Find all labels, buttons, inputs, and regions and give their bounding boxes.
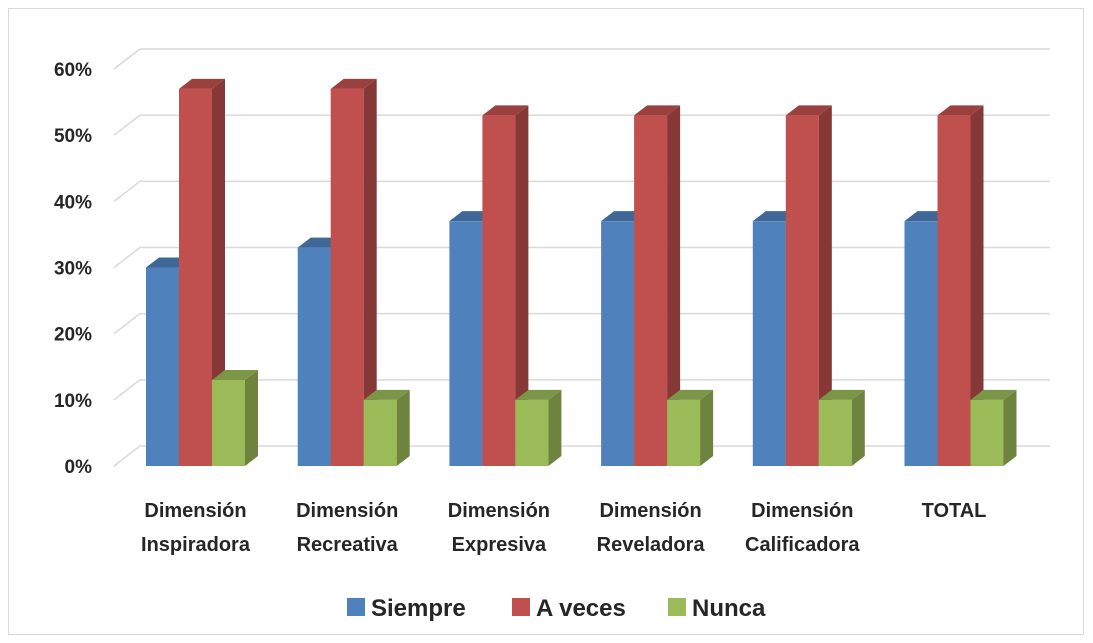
- x-tick-label: Reveladora: [597, 534, 706, 556]
- gridlines: [113, 48, 1050, 467]
- y-tick-label: 30%: [54, 259, 92, 280]
- bar-side-face: [851, 389, 865, 466]
- bar-front-face: [601, 221, 635, 466]
- bar-front-face: [212, 379, 245, 466]
- x-tick-label: Inspiradora: [141, 534, 251, 556]
- bar-top-face: [937, 105, 984, 116]
- bar-side-face: [1003, 389, 1017, 466]
- bar-front-face: [330, 88, 364, 466]
- bar-side-face: [700, 389, 714, 466]
- bar-front-face: [363, 399, 397, 466]
- bar-side-face: [245, 369, 258, 466]
- legend-label: A veces: [536, 595, 626, 622]
- x-tick-label: Dimensión: [751, 500, 853, 522]
- bar-top-face: [482, 105, 529, 116]
- bar: [937, 105, 984, 467]
- bar-front-face: [667, 399, 701, 466]
- bar-side-face: [396, 389, 410, 466]
- bar-front-face: [752, 221, 786, 466]
- bar-top-face: [818, 389, 865, 400]
- bar: [634, 105, 681, 467]
- bar: [482, 105, 529, 467]
- bar-top-face: [515, 389, 562, 400]
- legend-item: Nunca: [668, 595, 766, 622]
- y-tick-label: 50%: [54, 126, 92, 147]
- bar-side-face: [818, 105, 832, 467]
- legend-swatch: [668, 598, 686, 616]
- x-tick-label: TOTAL: [922, 500, 987, 522]
- bar-front-face: [146, 267, 179, 466]
- x-axis: Dimensión Inspiradora Dimensión Recreativa D…: [141, 500, 986, 556]
- legend-swatch: [512, 598, 530, 616]
- y-axis: 0% 10% 20% 30% 40% 50% 60%: [54, 60, 92, 478]
- bar-front-face: [785, 115, 819, 467]
- bar-top-face: [330, 78, 377, 89]
- x-tick-label: Dimensión: [144, 500, 246, 522]
- bar-front-face: [937, 115, 971, 467]
- y-tick-label: 10%: [54, 391, 92, 412]
- bars: [146, 78, 1017, 467]
- bar-top-face: [970, 389, 1017, 400]
- bar-top-face: [363, 389, 410, 400]
- gridline: [113, 312, 1050, 335]
- bar-side-face: [515, 105, 529, 467]
- gridline: [113, 114, 1050, 136]
- bar: [818, 389, 865, 466]
- bar-front-face: [179, 88, 212, 466]
- bar-top-face: [667, 389, 714, 400]
- y-tick-label: 40%: [54, 192, 92, 213]
- bar-front-face: [970, 399, 1004, 466]
- bar-front-face: [818, 399, 852, 466]
- bar: [330, 78, 377, 466]
- bar-front-face: [634, 115, 668, 467]
- bar-front-face: [297, 247, 331, 466]
- x-tick-label: Dimensión: [296, 500, 398, 522]
- bar-side-face: [363, 78, 377, 466]
- gridline: [113, 445, 1050, 467]
- y-tick-label: 0%: [65, 457, 93, 478]
- x-tick-label: Dimensión: [448, 500, 550, 522]
- x-tick-label: Recreativa: [297, 534, 399, 556]
- gridline: [113, 379, 1050, 401]
- bar-top-face: [785, 105, 832, 116]
- bar: [785, 105, 832, 467]
- bar-top-face: [212, 369, 258, 380]
- x-tick-label: Calificadora: [745, 534, 860, 556]
- bar-front-face: [904, 221, 938, 466]
- bar-top-face: [179, 78, 225, 89]
- bar-top-face: [634, 105, 681, 116]
- y-tick-label: 60%: [54, 60, 92, 81]
- bar: [515, 389, 562, 466]
- bar: [970, 389, 1017, 466]
- bar-front-face: [515, 399, 549, 466]
- legend-item: A veces: [512, 595, 626, 622]
- bar-front-face: [449, 221, 483, 466]
- legend-label: Siempre: [371, 595, 466, 622]
- gridline: [113, 180, 1050, 202]
- bar-side-face: [667, 105, 681, 467]
- bar-side-face: [548, 389, 562, 466]
- bar-side-face: [212, 78, 225, 466]
- legend-label: Nunca: [692, 595, 766, 622]
- bar: [179, 78, 225, 466]
- gridline: [113, 48, 1050, 70]
- gridline: [113, 246, 1050, 269]
- legend-swatch: [347, 598, 365, 616]
- y-tick-label: 20%: [54, 325, 92, 346]
- bar: [667, 389, 714, 466]
- legend: Siempre A veces Nunca: [347, 595, 766, 622]
- bar-side-face: [970, 105, 984, 467]
- legend-item: Siempre: [347, 595, 466, 622]
- bar: [212, 369, 258, 466]
- bar-front-face: [482, 115, 516, 467]
- x-tick-label: Dimensión: [599, 500, 701, 522]
- x-tick-label: Expresiva: [452, 534, 547, 556]
- bar: [363, 389, 410, 466]
